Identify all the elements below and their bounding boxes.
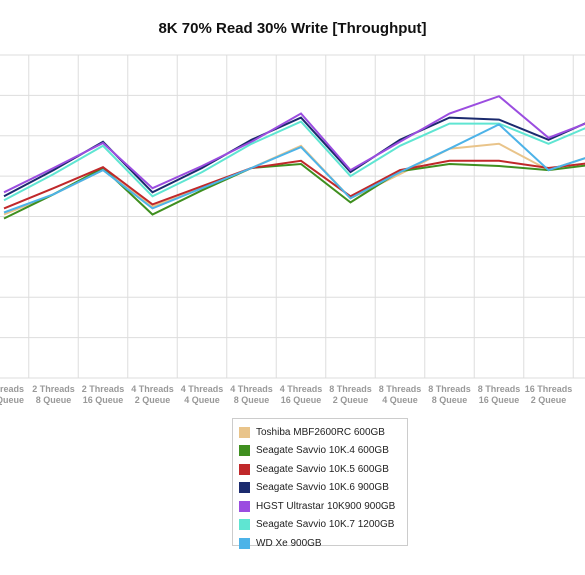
x-tick-label: 16 Queue [281, 395, 322, 405]
x-tick-label: 8 Threads [428, 384, 471, 394]
legend-item: Seagate Savvio 10K.6 900GB [239, 479, 407, 498]
x-tick-label: 4 Threads [131, 384, 174, 394]
x-tick-label: Threads [0, 384, 24, 394]
x-tick-label: 8 Queue [432, 395, 468, 405]
series-line-3 [3, 116, 585, 198]
legend-swatch [239, 500, 250, 512]
x-tick-label: 2 Queue [531, 395, 567, 405]
legend-swatch [239, 445, 250, 457]
series-line-6 [3, 123, 585, 214]
x-tick-label: 2 Threads [32, 384, 75, 394]
x-tick-label: 4 Threads [280, 384, 323, 394]
x-tick-label: 4 Queue [382, 395, 418, 405]
legend-swatch [239, 537, 250, 549]
legend: Toshiba MBF2600RC 600GB Seagate Savvio 10… [232, 418, 408, 549]
legend-item: Seagate Savvio 10K.5 600GB [239, 460, 407, 479]
x-tick-label: 8 Queue [234, 395, 270, 405]
x-tick-label: 4 Queue [184, 395, 220, 405]
legend-swatch [239, 463, 250, 475]
legend-label: Seagate Savvio 10K.7 1200GB [256, 519, 395, 531]
series-line-2 [3, 159, 585, 210]
legend-swatch [239, 482, 250, 494]
chart-title: 8K 70% Read 30% Write [Throughput] [158, 20, 427, 37]
x-tick-label: 2 Queue [333, 395, 369, 405]
legend-swatch [239, 519, 250, 531]
x-tick-label: 8 Threads [478, 384, 521, 394]
legend-item: Seagate Savvio 10K.4 600GB [239, 442, 407, 461]
x-tick-label: Queue [0, 395, 24, 405]
legend-swatch [239, 426, 250, 438]
x-tick-label: 16 Queue [83, 395, 124, 405]
x-tick-label: 2 Queue [135, 395, 171, 405]
x-tick-label: 16 Threads [525, 384, 573, 394]
grid-layer [0, 54, 585, 379]
series-line-4 [3, 95, 585, 194]
legend-label: Toshiba MBF2600RC 600GB [256, 426, 385, 438]
legend-label: Seagate Savvio 10K.6 900GB [256, 482, 389, 494]
x-tick-label: 4 Threads [230, 384, 273, 394]
legend-label: HGST Ultrastar 10K900 900GB [256, 500, 396, 512]
x-tick-label: 8 Threads [329, 384, 372, 394]
legend-label: WD Xe 900GB [256, 537, 322, 549]
legend-item: HGST Ultrastar 10K900 900GB [239, 497, 407, 516]
x-tick-label: 8 Queue [36, 395, 72, 405]
x-tick-label: 4 Threads [181, 384, 224, 394]
series-line-0 [3, 142, 585, 216]
x-tick-label: 8 Threads [379, 384, 422, 394]
x-tick-label: 16 Queue [479, 395, 520, 405]
legend-item: Seagate Savvio 10K.7 1200GB [239, 516, 407, 535]
legend-item: Toshiba MBF2600RC 600GB [239, 423, 407, 442]
legend-label: Seagate Savvio 10K.4 600GB [256, 445, 389, 457]
x-tick-label: 2 Threads [82, 384, 125, 394]
legend-label: Seagate Savvio 10K.5 600GB [256, 463, 389, 475]
series-layer [3, 95, 585, 220]
legend-item: WD Xe 900GB [239, 534, 407, 553]
